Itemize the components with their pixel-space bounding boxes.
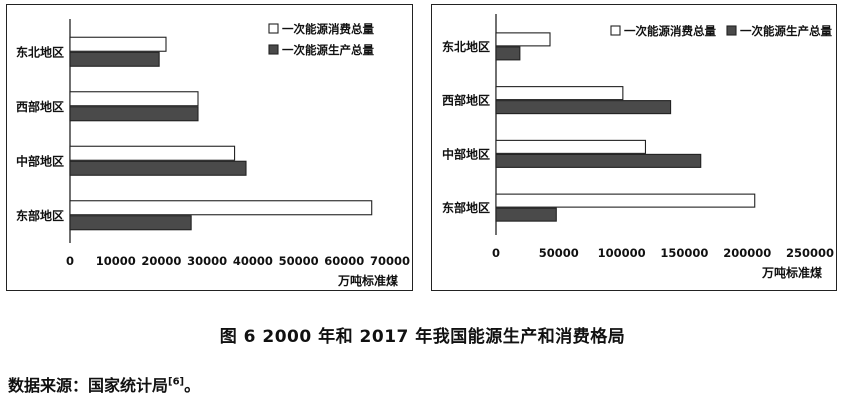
x-axis-unit-label: 万吨标准煤 [337, 273, 398, 288]
x-tick-label: 60000 [324, 254, 364, 268]
production-bar [495, 100, 672, 115]
legend-swatch [610, 25, 621, 36]
x-tick-label: 0 [66, 254, 74, 268]
x-tick-label: 20000 [141, 254, 181, 268]
category-label: 中部地区 [16, 153, 64, 168]
production-bar [69, 106, 199, 122]
x-tick-label: 150000 [660, 246, 708, 260]
legend-label: 一次能源消费总量 [282, 22, 374, 36]
x-tick-label: 10000 [96, 254, 136, 268]
category-label: 中部地区 [442, 146, 490, 161]
legend-swatch [268, 23, 279, 34]
consumption-bar [69, 91, 199, 107]
production-bar [495, 153, 702, 168]
chart-panel-2000: 东北地区西部地区中部地区东部地区 0 10000 20000 30000 40000 500… [6, 4, 413, 291]
x-tick-label: 40000 [233, 254, 273, 268]
x-tick-label: 70000 [370, 254, 410, 268]
category-label: 西部地区 [442, 93, 490, 108]
category-label: 东北地区 [16, 44, 64, 59]
category-label: 东部地区 [442, 200, 490, 215]
production-bar [495, 46, 521, 61]
consumption-bar [495, 32, 551, 47]
x-tick-label: 250000 [786, 246, 834, 260]
consumption-bar [495, 139, 647, 154]
production-bar [69, 51, 160, 67]
x-tick-label: 50000 [279, 254, 319, 268]
legend-swatch [268, 44, 279, 55]
x-tick-label: 50000 [539, 246, 579, 260]
category-label: 东部地区 [16, 208, 64, 223]
production-bar [69, 160, 247, 176]
consumption-bar [495, 193, 756, 208]
legend-label: 一次能源消费总量 [624, 24, 716, 38]
legend-swatch [726, 25, 737, 36]
consumption-bar [69, 36, 167, 52]
consumption-bar [495, 86, 624, 101]
legend-label: 一次能源生产总量 [282, 43, 374, 57]
x-axis-unit-label: 万吨标准煤 [761, 265, 822, 280]
consumption-bar [69, 145, 236, 161]
production-bar [495, 207, 557, 222]
x-tick-label: 30000 [187, 254, 227, 268]
x-tick-label: 100000 [598, 246, 646, 260]
production-bar [69, 215, 192, 231]
category-label: 西部地区 [16, 99, 64, 114]
legend-label: 一次能源生产总量 [740, 24, 832, 38]
source-text: 数据来源：国家统计局 [8, 376, 169, 395]
data-source-note: 数据来源：国家统计局[6]。 [8, 372, 200, 396]
source-end: 。 [184, 376, 201, 395]
x-tick-label: 0 [492, 246, 500, 260]
category-label: 东北地区 [442, 39, 490, 54]
chart-panel-2017: 东北地区西部地区中部地区东部地区 0 50000 100000 150000 200000… [431, 4, 837, 291]
source-ref: [6] [168, 376, 185, 388]
x-tick-label: 200000 [723, 246, 771, 260]
consumption-bar [69, 200, 373, 216]
figure-caption: 图 6 2000 年和 2017 年我国能源生产和消费格局 [219, 327, 626, 347]
